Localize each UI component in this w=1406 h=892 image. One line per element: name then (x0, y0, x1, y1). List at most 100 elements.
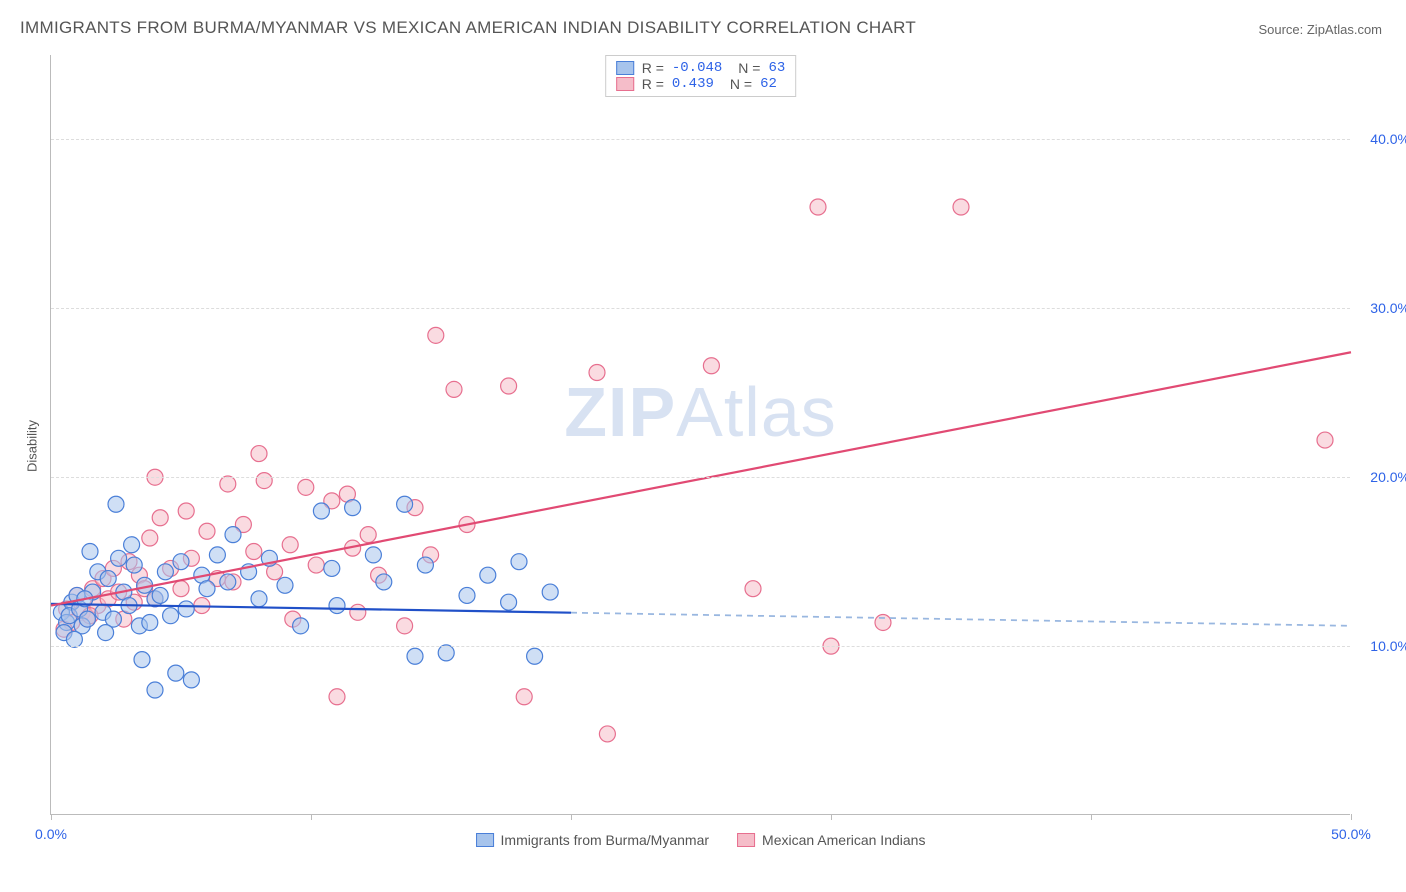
x-tick-mark (1091, 814, 1092, 820)
data-point (142, 614, 158, 630)
data-point (178, 503, 194, 519)
legend-series: Immigrants from Burma/Myanmar Mexican Ame… (476, 832, 926, 848)
data-point (599, 726, 615, 742)
data-point (108, 496, 124, 512)
data-point (480, 567, 496, 583)
data-point (324, 560, 340, 576)
x-tick-mark (51, 814, 52, 820)
data-point (293, 618, 309, 634)
y-tick-label: 40.0% (1355, 131, 1406, 147)
trend-line-dashed (571, 613, 1351, 626)
data-point (365, 547, 381, 563)
legend-series-label: Mexican American Indians (762, 832, 925, 848)
y-tick-label: 10.0% (1355, 638, 1406, 654)
data-point (111, 550, 127, 566)
x-tick-mark (831, 814, 832, 820)
data-point (397, 618, 413, 634)
legend-swatch (476, 833, 494, 847)
data-point (397, 496, 413, 512)
data-point (438, 645, 454, 661)
data-point (142, 530, 158, 546)
x-tick-label: 0.0% (35, 826, 67, 842)
x-tick-label: 50.0% (1331, 826, 1371, 842)
data-point (308, 557, 324, 573)
data-point (152, 587, 168, 603)
x-tick-mark (1351, 814, 1352, 820)
data-point (298, 479, 314, 495)
data-point (98, 625, 114, 641)
data-point (220, 476, 236, 492)
data-point (459, 587, 475, 603)
data-point (173, 554, 189, 570)
data-point (810, 199, 826, 215)
data-point (360, 527, 376, 543)
data-point (220, 574, 236, 590)
data-point (745, 581, 761, 597)
y-tick-label: 30.0% (1355, 300, 1406, 316)
gridline (51, 646, 1350, 647)
data-point (251, 446, 267, 462)
data-point (251, 591, 267, 607)
data-point (277, 577, 293, 593)
legend-series-item: Immigrants from Burma/Myanmar (476, 832, 709, 848)
data-point (282, 537, 298, 553)
data-point (329, 598, 345, 614)
plot-area: ZIPAtlas R =-0.048N =63R = 0.439N =62 Im… (50, 55, 1350, 815)
data-point (516, 689, 532, 705)
data-point (183, 672, 199, 688)
data-point (350, 604, 366, 620)
data-point (157, 564, 173, 580)
data-point (501, 378, 517, 394)
data-point (407, 648, 423, 664)
data-point (329, 689, 345, 705)
data-point (126, 557, 142, 573)
data-point (134, 652, 150, 668)
x-tick-mark (311, 814, 312, 820)
data-point (501, 594, 517, 610)
gridline (51, 477, 1350, 478)
source-label: Source: ZipAtlas.com (1258, 22, 1382, 37)
data-point (173, 581, 189, 597)
plot-svg (51, 55, 1350, 814)
data-point (168, 665, 184, 681)
data-point (428, 327, 444, 343)
data-point (446, 381, 462, 397)
data-point (209, 547, 225, 563)
data-point (376, 574, 392, 590)
data-point (953, 199, 969, 215)
data-point (100, 571, 116, 587)
data-point (875, 614, 891, 630)
data-point (527, 648, 543, 664)
data-point (147, 682, 163, 698)
data-point (703, 358, 719, 374)
data-point (542, 584, 558, 600)
data-point (152, 510, 168, 526)
legend-series-label: Immigrants from Burma/Myanmar (501, 832, 709, 848)
legend-series-item: Mexican American Indians (737, 832, 925, 848)
y-axis-label: Disability (25, 420, 40, 472)
data-point (1317, 432, 1333, 448)
data-point (256, 473, 272, 489)
y-tick-label: 20.0% (1355, 469, 1406, 485)
data-point (199, 581, 215, 597)
trend-line-solid (51, 352, 1351, 605)
data-point (82, 544, 98, 560)
data-point (313, 503, 329, 519)
legend-swatch (737, 833, 755, 847)
data-point (511, 554, 527, 570)
data-point (66, 631, 82, 647)
data-point (589, 365, 605, 381)
data-point (178, 601, 194, 617)
gridline (51, 308, 1350, 309)
data-point (417, 557, 433, 573)
chart-container: IMMIGRANTS FROM BURMA/MYANMAR VS MEXICAN… (0, 0, 1406, 892)
data-point (345, 500, 361, 516)
data-point (225, 527, 241, 543)
data-point (199, 523, 215, 539)
data-point (79, 611, 95, 627)
data-point (124, 537, 140, 553)
x-tick-mark (571, 814, 572, 820)
chart-title: IMMIGRANTS FROM BURMA/MYANMAR VS MEXICAN… (20, 18, 916, 38)
data-point (246, 544, 262, 560)
gridline (51, 139, 1350, 140)
